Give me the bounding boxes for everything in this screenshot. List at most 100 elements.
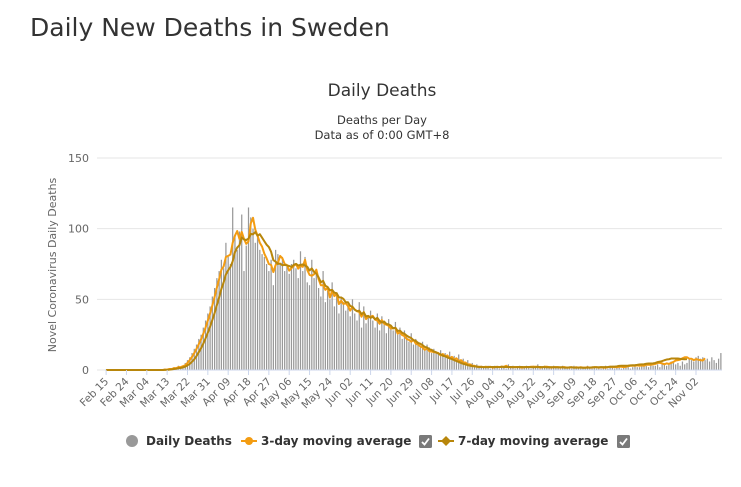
daily-deaths-bar [421, 341, 424, 370]
daily-deaths-bar [469, 364, 471, 370]
daily-deaths-bar [697, 355, 699, 370]
daily-deaths-bar [363, 306, 365, 370]
daily-deaths-bar [277, 254, 279, 370]
daily-deaths-bar [580, 368, 582, 370]
legend-item-7-day-moving-average[interactable]: 7-day moving average [438, 434, 630, 448]
daily-deaths-bar [306, 282, 308, 370]
daily-deaths-bar [412, 344, 415, 370]
daily-deaths-bar [541, 367, 543, 370]
daily-deaths-bar [238, 231, 241, 370]
daily-deaths-bar [338, 313, 340, 370]
daily-deaths-bar [204, 320, 207, 370]
daily-deaths-bar [638, 367, 641, 370]
daily-deaths-bar [643, 364, 645, 370]
daily-deaths-bar [329, 299, 331, 370]
daily-deaths-bar [559, 368, 562, 370]
checkbox-box [617, 435, 630, 448]
daily-deaths-bar [704, 360, 706, 370]
daily-deaths-bar [550, 368, 552, 370]
legend-marker-circle [126, 435, 138, 447]
y-axis-ticks: 0 50 100 150 [68, 152, 89, 377]
daily-deaths-bar [213, 288, 216, 370]
daily-deaths-bar [656, 364, 659, 370]
daily-deaths-bar [385, 333, 387, 370]
daily-deaths-bar [523, 367, 525, 370]
daily-deaths-bar [464, 362, 467, 370]
daily-deaths-bar [250, 217, 252, 370]
daily-deaths-bar [234, 235, 236, 370]
daily-deaths-bar [261, 254, 263, 370]
daily-deaths-bar [661, 362, 663, 370]
daily-deaths-bar [322, 271, 324, 370]
daily-deaths-bar [625, 365, 627, 370]
daily-deaths-bar [200, 334, 202, 370]
checkmark-icon [421, 437, 430, 446]
7-day-moving-average-line [106, 231, 688, 371]
daily-deaths-bar [270, 259, 272, 370]
daily-deaths-bar [539, 368, 541, 370]
daily-deaths-bar [478, 367, 480, 370]
y-tick-label: 0 [82, 364, 89, 377]
legend-checkbox[interactable] [419, 435, 432, 448]
daily-deaths-bar [446, 357, 449, 370]
legend-marker-diamond [441, 436, 451, 446]
daily-deaths-bar [699, 358, 702, 370]
daily-deaths-bar [311, 259, 313, 370]
daily-deaths-bar [315, 271, 317, 370]
daily-deaths-bar [530, 368, 532, 370]
daily-deaths-bar [473, 365, 476, 370]
daily-deaths-bar [209, 306, 211, 370]
daily-deaths-bar [521, 368, 523, 370]
daily-deaths-bar [632, 367, 634, 370]
daily-deaths-bar [360, 327, 363, 370]
daily-deaths-bar [243, 271, 245, 370]
daily-deaths-bar [388, 319, 390, 370]
daily-deaths-bar [327, 290, 329, 370]
chart-title: Daily Deaths [328, 81, 437, 101]
daily-deaths-bar [320, 296, 322, 370]
daily-deaths-bar [455, 360, 458, 370]
daily-deaths-bar [557, 367, 559, 370]
daily-deaths-bar [252, 228, 254, 370]
daily-deaths-bar [284, 271, 286, 370]
daily-deaths-bar [672, 362, 675, 370]
daily-deaths-bar [241, 214, 243, 370]
daily-deaths-bar [600, 368, 602, 370]
daily-deaths-bar [442, 355, 444, 370]
daily-deaths-bar [618, 367, 620, 370]
daily-deaths-bar [247, 207, 250, 370]
daily-deaths-bar [268, 271, 270, 370]
daily-deaths-bar [652, 365, 654, 370]
daily-deaths-bar [308, 285, 311, 370]
daily-deaths-bar [297, 278, 299, 370]
daily-deaths-bar [428, 347, 430, 370]
daily-deaths-bar [677, 362, 679, 370]
page-title: Daily New Deaths in Sweden [30, 13, 390, 42]
daily-deaths-bar [681, 361, 684, 370]
daily-deaths-bar [290, 264, 293, 370]
chart-subtitle: Deaths per Day [337, 113, 427, 127]
daily-deaths-bar [232, 207, 234, 370]
daily-deaths-bar [390, 327, 392, 370]
daily-deaths-bar [225, 242, 227, 370]
daily-deaths-bar [516, 367, 519, 370]
daily-deaths-bar [403, 330, 406, 370]
legend-item-daily-deaths[interactable]: Daily Deaths [126, 434, 232, 448]
daily-deaths-bar [675, 364, 677, 370]
daily-deaths-bar [510, 367, 512, 370]
daily-deaths-bar [288, 273, 290, 370]
daily-deaths-bar [623, 367, 625, 370]
daily-deaths-bar [663, 364, 665, 370]
daily-deaths-bar [254, 242, 256, 370]
daily-deaths-bar [647, 367, 650, 370]
daily-deaths-bar [356, 320, 358, 370]
legend-checkbox[interactable] [617, 435, 630, 448]
daily-deaths-bar [313, 278, 315, 370]
legend-item-3-day-moving-average[interactable]: 3-day moving average [241, 434, 432, 448]
daily-deaths-bar [367, 316, 369, 370]
daily-deaths-bar [534, 367, 537, 370]
daily-deaths-bar [688, 358, 690, 370]
daily-deaths-bar [424, 350, 426, 370]
daily-deaths-bar [223, 268, 225, 370]
daily-deaths-bar [460, 361, 462, 370]
